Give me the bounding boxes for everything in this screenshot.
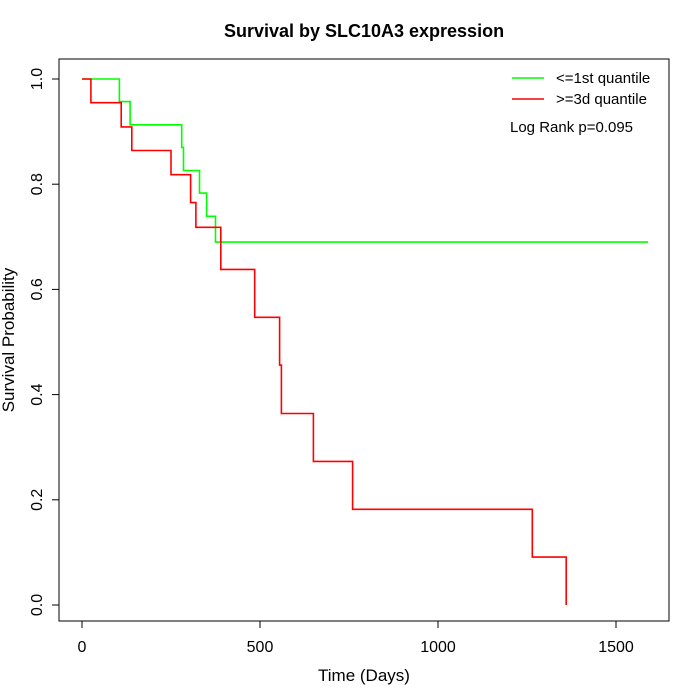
- x-tick-label: 1000: [420, 639, 456, 656]
- series-line-high-quantile: [82, 78, 568, 605]
- x-axis-label: Time (Days): [318, 666, 410, 685]
- x-tick-label: 500: [247, 639, 274, 656]
- series-layer: [82, 78, 648, 605]
- plot-area: [58, 58, 670, 622]
- x-axis: 0 500 1000 1500: [78, 620, 634, 656]
- y-axis: 0.0 0.2 0.4 0.6 0.8 1.0: [29, 68, 60, 616]
- legend-label-low: <=1st quantile: [556, 70, 650, 87]
- series-line-low-quantile: [82, 78, 648, 243]
- y-tick-label: 0.2: [29, 489, 46, 511]
- x-tick-label: 1500: [598, 639, 634, 656]
- x-tick-label: 0: [78, 639, 87, 656]
- legend: <=1st quantile >=3d quantile: [512, 70, 650, 108]
- y-tick-label: 0.0: [29, 594, 46, 616]
- log-rank-annotation: Log Rank p=0.095: [510, 119, 633, 136]
- chart-title: Survival by SLC10A3 expression: [224, 21, 504, 41]
- legend-label-high: >=3d quantile: [556, 91, 647, 108]
- y-tick-label: 0.4: [29, 383, 46, 405]
- y-axis-label: Survival Probability: [0, 267, 18, 412]
- y-tick-label: 0.8: [29, 173, 46, 195]
- y-tick-label: 1.0: [29, 68, 46, 90]
- y-tick-label: 0.6: [29, 278, 46, 300]
